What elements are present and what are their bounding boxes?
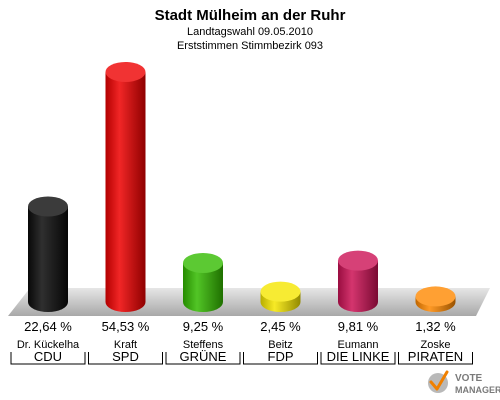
bar-die-linke xyxy=(338,250,378,312)
bar-top xyxy=(260,281,301,302)
chart-title: Stadt Mülheim an der Ruhr xyxy=(155,7,346,24)
candidate-label: Dr. Kückelha xyxy=(17,339,80,351)
party-label: CDU xyxy=(34,349,62,364)
candidate-label: Steffens xyxy=(183,339,224,351)
party-label: DIE LINKE xyxy=(327,349,390,364)
value-label: 1,32 % xyxy=(415,319,456,334)
bar-cdu xyxy=(28,196,68,312)
value-label: 2,45 % xyxy=(260,319,301,334)
party-label: PIRATEN xyxy=(408,349,463,364)
party-label: GRÜNE xyxy=(180,349,227,364)
bar-body xyxy=(105,71,146,312)
bar-spd xyxy=(105,61,146,312)
bar-body xyxy=(28,206,68,312)
party-bracket xyxy=(88,352,163,365)
chart-subtitle-district: Erststimmen Stimmbezirk 093 xyxy=(177,40,323,52)
party-bracket xyxy=(243,352,318,365)
value-label: 9,25 % xyxy=(183,319,224,334)
bar-fdp xyxy=(260,281,301,312)
party-bracket xyxy=(320,352,396,365)
bar-body xyxy=(338,260,378,312)
bar-top xyxy=(415,286,456,307)
logo-manager: MANAGER xyxy=(455,385,500,395)
party-bracket xyxy=(10,352,86,365)
value-label: 22,64 % xyxy=(24,319,72,334)
vote-manager-logo: VOTE MANAGER xyxy=(428,370,500,395)
candidate-label: Zoske xyxy=(421,339,451,351)
logo-vote: VOTE xyxy=(455,373,483,384)
candidate-label: Kraft xyxy=(114,339,137,351)
bar-top xyxy=(28,196,68,217)
value-label: 54,53 % xyxy=(102,319,150,334)
bars-group xyxy=(28,61,456,312)
checkmark-icon xyxy=(428,370,449,393)
candidate-label: Eumann xyxy=(338,339,379,351)
bar-piraten xyxy=(415,286,456,312)
bar-top xyxy=(105,61,146,82)
party-bracket xyxy=(398,352,473,365)
value-label: 9,81 % xyxy=(338,319,379,334)
party-bracket xyxy=(165,352,241,365)
bar-body xyxy=(183,262,223,312)
party-label: FDP xyxy=(268,349,294,364)
party-label: SPD xyxy=(112,349,139,364)
candidate-label: Beitz xyxy=(268,339,292,351)
chart-subtitle-date: Landtagswahl 09.05.2010 xyxy=(187,26,313,38)
bar-gr-ne xyxy=(183,252,223,312)
bar-top xyxy=(338,250,378,271)
bar-top xyxy=(183,252,223,273)
